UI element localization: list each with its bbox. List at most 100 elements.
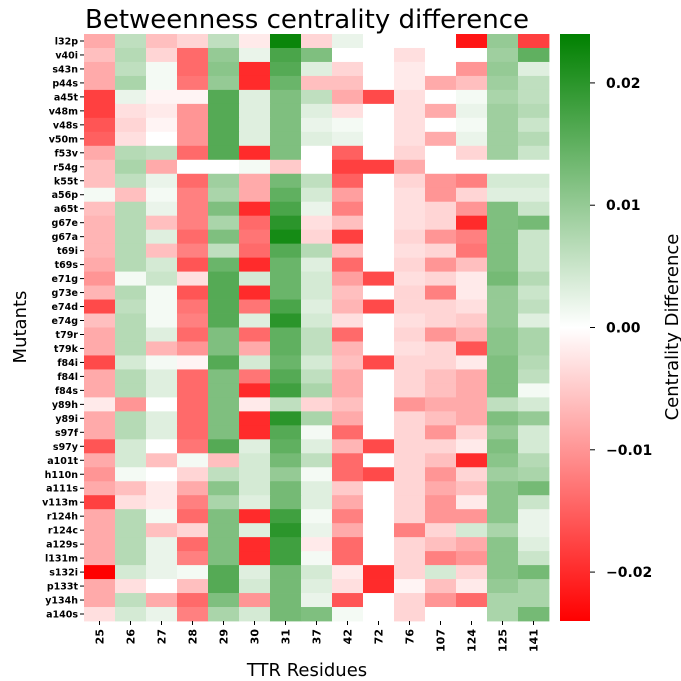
heatmap-cell xyxy=(518,257,550,272)
heatmap-cell xyxy=(518,201,550,217)
heatmap-cell xyxy=(425,299,457,314)
heatmap-cell xyxy=(363,467,395,482)
y-tick-label: f84s xyxy=(55,386,78,397)
y-axis-label: Mutants xyxy=(10,291,31,364)
heatmap-cell xyxy=(115,453,147,468)
heatmap-cell xyxy=(208,355,240,370)
heatmap-cell xyxy=(270,145,302,161)
heatmap-cell xyxy=(115,187,147,203)
heatmap-cell xyxy=(239,593,271,608)
heatmap-cell xyxy=(332,299,364,314)
heatmap-cell xyxy=(394,201,426,217)
heatmap-cell xyxy=(394,439,426,454)
heatmap-cell xyxy=(301,243,333,259)
heatmap-cell xyxy=(270,47,302,63)
heatmap-cell xyxy=(270,34,302,49)
heatmap-cell xyxy=(115,89,147,105)
colorbar xyxy=(560,34,590,621)
heatmap-cell xyxy=(487,565,519,580)
heatmap-cell xyxy=(208,369,240,384)
heatmap-cell xyxy=(177,593,209,608)
y-tick-label: v50m xyxy=(49,134,78,145)
heatmap-cell xyxy=(146,201,178,217)
heatmap-cell xyxy=(518,523,550,538)
heatmap-cell xyxy=(208,425,240,440)
heatmap-cell xyxy=(425,495,457,510)
heatmap-cell xyxy=(518,369,550,384)
y-tick-label: v48m xyxy=(49,106,78,117)
heatmap-cell xyxy=(146,187,178,203)
heatmap-cell xyxy=(84,299,116,314)
heatmap-cell xyxy=(456,607,488,622)
heatmap-cell xyxy=(363,439,395,454)
heatmap-cell xyxy=(270,369,302,384)
heatmap-cell xyxy=(146,215,178,231)
heatmap-cell xyxy=(518,34,550,49)
heatmap-cell xyxy=(239,523,271,538)
heatmap-cell xyxy=(332,61,364,77)
heatmap-cell xyxy=(425,159,457,175)
heatmap-cell xyxy=(332,271,364,286)
heatmap-cell xyxy=(518,159,550,175)
heatmap-cell xyxy=(301,187,333,203)
heatmap-cell xyxy=(177,397,209,412)
heatmap-cell xyxy=(332,537,364,552)
heatmap-cell xyxy=(332,75,364,91)
heatmap-cell xyxy=(363,103,395,119)
heatmap-cell xyxy=(363,397,395,412)
heatmap-cell xyxy=(84,117,116,133)
heatmap-cell xyxy=(363,173,395,189)
heatmap-cell xyxy=(301,383,333,398)
heatmap-cell xyxy=(115,607,147,622)
heatmap-cell xyxy=(239,495,271,510)
heatmap-cell xyxy=(425,173,457,189)
heatmap-cell xyxy=(394,383,426,398)
heatmap-cell xyxy=(487,34,519,49)
y-tick-label: f84i xyxy=(57,358,78,369)
heatmap-cell xyxy=(115,75,147,91)
heatmap-cell xyxy=(301,173,333,189)
heatmap-cell xyxy=(115,341,147,356)
y-tick-label: p44s xyxy=(52,78,78,89)
heatmap-cell xyxy=(394,341,426,356)
y-tick-label: s97y xyxy=(53,442,79,453)
heatmap-cell xyxy=(239,117,271,133)
heatmap-cell xyxy=(456,89,488,105)
heatmap-cell xyxy=(487,425,519,440)
heatmap-cell xyxy=(456,47,488,63)
heatmap-cell xyxy=(270,397,302,412)
colorbar-tick-label: 0.02 xyxy=(606,76,641,92)
x-tick-label: 107 xyxy=(435,629,448,652)
heatmap-cell xyxy=(487,551,519,566)
heatmap-cell xyxy=(239,243,271,259)
heatmap-cell xyxy=(425,369,457,384)
y-tick-label: s43n xyxy=(52,64,78,75)
heatmap-cell xyxy=(208,439,240,454)
heatmap-cell xyxy=(208,327,240,342)
heatmap-cell xyxy=(394,299,426,314)
x-tick-label: 26 xyxy=(125,629,138,645)
heatmap-cell xyxy=(363,453,395,468)
heatmap-cell xyxy=(363,551,395,566)
heatmap-cell xyxy=(518,551,550,566)
heatmap-cell xyxy=(84,467,116,482)
heatmap-cell xyxy=(177,75,209,91)
heatmap-cell xyxy=(425,593,457,608)
heatmap-cell xyxy=(518,61,550,77)
y-tick-label: g67a xyxy=(52,232,78,243)
heatmap-cell xyxy=(301,439,333,454)
heatmap-cell xyxy=(208,313,240,328)
heatmap-cell xyxy=(84,89,116,105)
heatmap-cell xyxy=(394,173,426,189)
heatmap-cell xyxy=(177,327,209,342)
heatmap-cell xyxy=(363,47,395,63)
heatmap-cell xyxy=(363,355,395,370)
heatmap-cell xyxy=(115,467,147,482)
heatmap-cell xyxy=(115,425,147,440)
heatmap-cell xyxy=(518,565,550,580)
heatmap-cell xyxy=(487,467,519,482)
heatmap-cell xyxy=(518,607,550,622)
heatmap-cell xyxy=(518,271,550,286)
colorbar-tick-label: −0.02 xyxy=(606,565,652,581)
heatmap-cell xyxy=(208,159,240,175)
